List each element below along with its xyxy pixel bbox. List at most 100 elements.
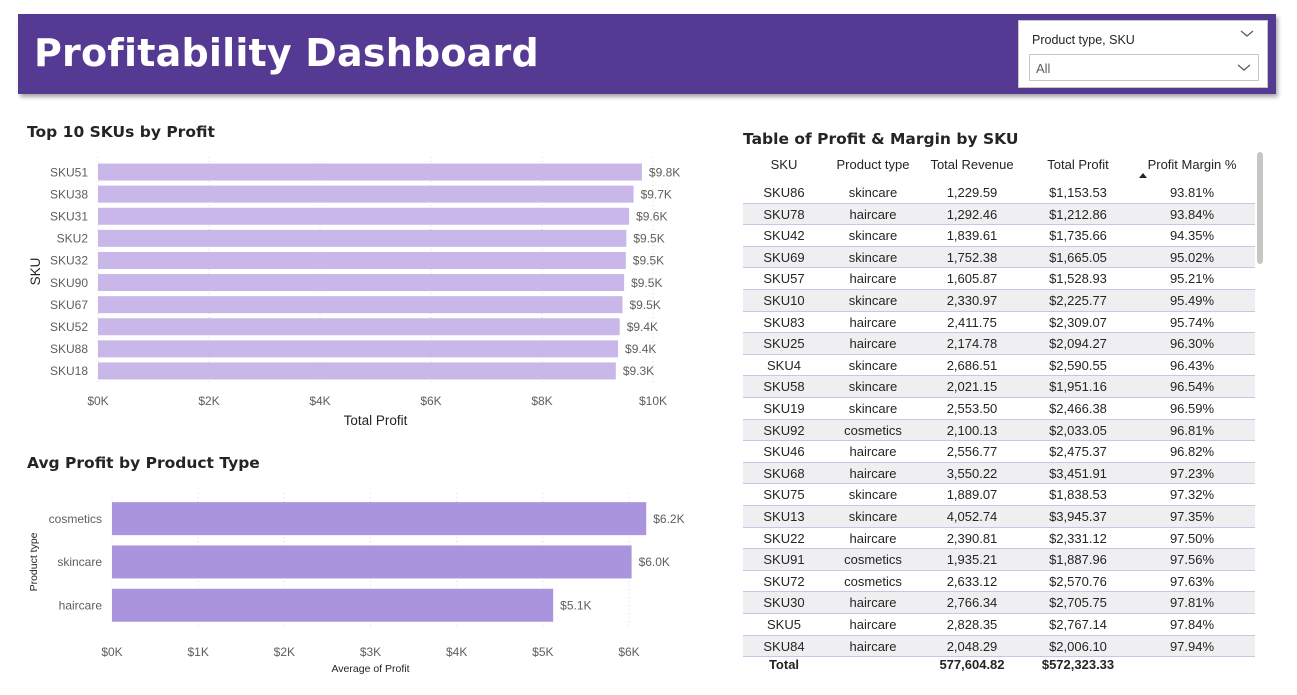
table-row[interactable]: SKU13 skincare 4,052.74 $3,945.37 97.35%	[743, 506, 1255, 528]
cell-total-profit: $2,767.14	[1049, 617, 1107, 632]
table-row[interactable]: SKU75 skincare 1,889.07 $1,838.53 97.32%	[743, 484, 1255, 506]
cell-product-type: skincare	[848, 379, 898, 395]
bar	[98, 185, 634, 203]
column-header-product-type[interactable]: Product type	[836, 157, 910, 172]
cell-total-revenue: 1,889.07	[946, 487, 998, 503]
x-tick-label: $4K	[446, 645, 467, 659]
cell-total-revenue: 1,839.61	[946, 228, 998, 244]
y-category-label: SKU38	[50, 187, 88, 201]
cell-total-revenue: 2,330.97	[946, 293, 998, 308]
table-row[interactable]: SKU4 skincare 2,686.51 $2,590.55 96.43%	[743, 355, 1255, 377]
cell-total-profit: $2,590.55	[1049, 357, 1107, 373]
table-row[interactable]: SKU72 cosmetics 2,633.12 $2,570.76 97.63%	[743, 571, 1255, 593]
cell-sku: SKU22	[763, 530, 805, 546]
column-header-total-profit[interactable]: Total Profit	[1047, 157, 1109, 172]
cell-total-revenue: 2,100.13	[946, 422, 998, 438]
table-row[interactable]: SKU5 haircare 2,828.35 $2,767.14 97.84%	[743, 614, 1255, 636]
table-row[interactable]: SKU46 haircare 2,556.77 $2,475.37 96.82%	[743, 441, 1255, 463]
slicer-dropdown[interactable]: All	[1029, 54, 1259, 81]
chevron-down-icon[interactable]	[1239, 27, 1255, 41]
chevron-down-icon[interactable]	[1236, 61, 1252, 75]
total-profit: $572,323.33	[1041, 657, 1115, 672]
y-category-label: SKU32	[50, 254, 88, 268]
table-header: SKU Product type Total Revenue Total Pro…	[743, 150, 1255, 180]
cell-profit-margin: 95.02%	[1169, 249, 1215, 265]
data-label: $9.4K	[627, 320, 658, 334]
table-row[interactable]: SKU19 skincare 2,553.50 $2,466.38 96.59%	[743, 398, 1255, 420]
cell-total-revenue: 1,605.87	[946, 271, 998, 287]
cell-sku: SKU91	[763, 552, 805, 568]
bar	[98, 229, 627, 247]
cell-sku: SKU58	[763, 379, 805, 395]
cell-total-revenue: 1,229.59	[946, 185, 998, 200]
table-scrollbar[interactable]	[1257, 152, 1263, 264]
x-tick-label: $6K	[618, 645, 639, 659]
cell-product-type: skincare	[848, 357, 898, 373]
cell-profit-margin: 95.21%	[1169, 271, 1215, 287]
cell-sku: SKU92	[763, 422, 805, 438]
table-row[interactable]: SKU58 skincare 2,021.15 $1,951.16 96.54%	[743, 376, 1255, 398]
y-category-label: SKU90	[50, 276, 88, 290]
table-row[interactable]: SKU83 haircare 2,411.75 $2,309.07 95.74%	[743, 312, 1255, 334]
table-row[interactable]: SKU68 haircare 3,550.22 $3,451.91 97.23%	[743, 462, 1255, 485]
table-row[interactable]: SKU30 haircare 2,766.34 $2,705.75 97.81%	[743, 592, 1255, 614]
cell-total-revenue: 2,633.12	[946, 573, 998, 589]
x-tick-label: $8K	[531, 394, 552, 408]
cell-product-type: haircare	[849, 530, 897, 546]
cell-total-profit: $1,212.86	[1049, 206, 1107, 222]
x-tick-label: $0K	[87, 394, 108, 408]
cell-total-revenue: 2,828.35	[946, 617, 998, 632]
table-row[interactable]: SKU78 haircare 1,292.46 $1,212.86 93.84%	[743, 203, 1255, 226]
column-header-total-revenue[interactable]: Total Revenue	[930, 157, 1014, 172]
table-row[interactable]: SKU84 haircare 2,048.29 $2,006.10 97.94%	[743, 635, 1255, 658]
table-row[interactable]: SKU69 skincare 1,752.38 $1,665.05 95.02%	[743, 246, 1255, 269]
x-tick-label: $10K	[639, 394, 667, 408]
data-label: $9.5K	[633, 232, 664, 246]
cell-total-profit: $2,705.75	[1049, 595, 1107, 611]
avg-profit-chart-title: Avg Profit by Product Type	[27, 454, 260, 472]
table-row[interactable]: SKU22 haircare 2,390.81 $2,331.12 97.50%	[743, 528, 1255, 550]
cell-total-profit: $2,570.76	[1049, 573, 1107, 589]
product-sku-slicer[interactable]: Product type, SKU All	[1018, 20, 1268, 88]
table-row[interactable]: SKU92 cosmetics 2,100.13 $2,033.05 96.81%	[743, 419, 1255, 442]
table-row[interactable]: SKU86 skincare 1,229.59 $1,153.53 93.81%	[743, 182, 1255, 204]
y-category-label: SKU52	[50, 320, 88, 334]
bar	[112, 588, 554, 622]
column-header-profit-margin[interactable]: Profit Margin %	[1147, 157, 1237, 172]
cell-product-type: haircare	[849, 336, 897, 352]
table-row[interactable]: SKU25 haircare 2,174.78 $2,094.27 96.30%	[743, 333, 1255, 355]
cell-total-revenue: 1,935.21	[946, 552, 998, 568]
cell-profit-margin: 97.35%	[1169, 509, 1215, 524]
cell-total-revenue: 2,553.50	[946, 401, 998, 416]
x-tick-label: $4K	[309, 394, 330, 408]
slicer-label: Product type, SKU	[1032, 33, 1135, 47]
cell-profit-margin: 93.81%	[1169, 185, 1215, 200]
table-row[interactable]: SKU91 cosmetics 1,935.21 $1,887.96 97.56%	[743, 549, 1255, 571]
cell-product-type: skincare	[848, 293, 898, 308]
column-header-sku[interactable]: SKU	[770, 157, 798, 172]
cell-sku: SKU78	[763, 206, 805, 222]
cell-total-profit: $1,665.05	[1049, 249, 1107, 265]
bar	[98, 163, 642, 181]
table-row[interactable]: SKU10 skincare 2,330.97 $2,225.77 95.49%	[743, 290, 1255, 312]
cell-total-profit: $2,006.10	[1049, 638, 1107, 654]
cell-profit-margin: 95.49%	[1169, 293, 1215, 308]
cell-sku: SKU75	[763, 487, 805, 503]
page-title: Profitability Dashboard	[34, 31, 539, 75]
cell-product-type: haircare	[849, 465, 897, 481]
cell-profit-margin: 96.43%	[1169, 357, 1215, 373]
x-tick-label: $1K	[187, 645, 208, 659]
cell-sku: SKU57	[763, 271, 805, 287]
cell-product-type: skincare	[848, 509, 898, 524]
sort-ascending-icon[interactable]	[1138, 171, 1148, 179]
cell-total-profit: $1,735.66	[1049, 228, 1107, 244]
table-row[interactable]: SKU42 skincare 1,839.61 $1,735.66 94.35%	[743, 225, 1255, 247]
x-tick-label: $6K	[420, 394, 441, 408]
table-row[interactable]: SKU57 haircare 1,605.87 $1,528.93 95.21%	[743, 268, 1255, 290]
bar	[98, 362, 616, 380]
cell-sku: SKU69	[763, 249, 805, 265]
bar	[98, 251, 626, 269]
cell-total-revenue: 2,390.81	[946, 530, 998, 546]
cell-sku: SKU86	[763, 185, 805, 200]
cell-total-profit: $2,475.37	[1049, 444, 1107, 460]
